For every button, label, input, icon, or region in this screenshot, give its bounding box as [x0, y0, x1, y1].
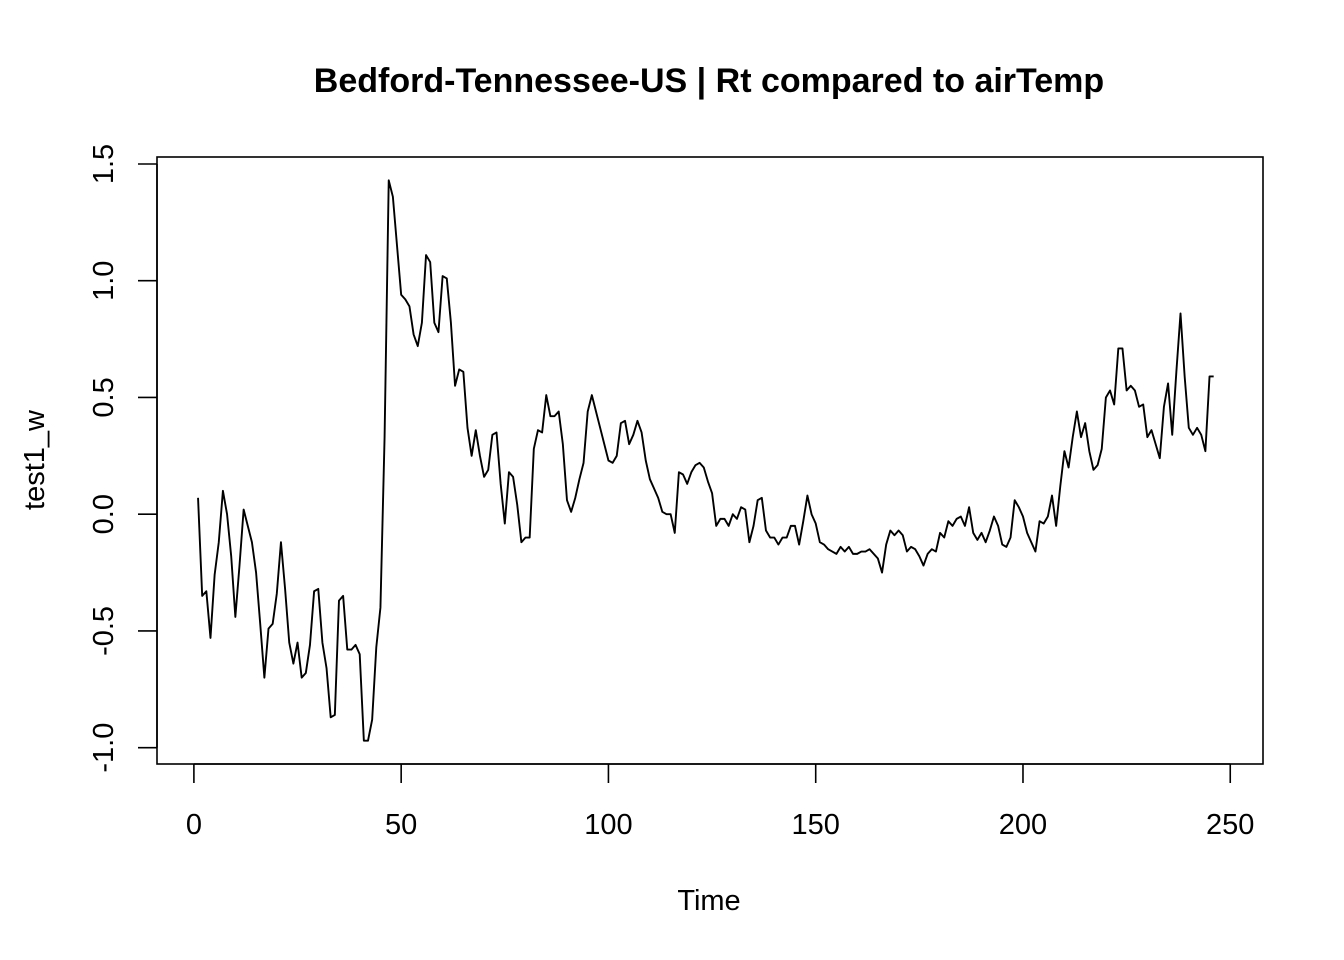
chart-title: Bedford-Tennessee-US | Rt compared to ai…	[314, 62, 1104, 100]
y-tick-label: 1.5	[88, 144, 120, 184]
y-tick-label: -1.0	[88, 723, 120, 773]
x-tick-label: 50	[385, 809, 417, 841]
x-tick-label: 250	[1206, 809, 1254, 841]
y-axis: -1.0 -0.5 0.0 0.5 1.0 1.5	[88, 144, 158, 773]
x-axis: 0 50 100 150 200 250	[186, 763, 1254, 841]
plot-frame	[156, 156, 1264, 765]
x-tick-label: 200	[999, 809, 1047, 841]
series-line	[197, 179, 1214, 742]
x-tick-label: 100	[584, 809, 632, 841]
x-tick-label: 150	[792, 809, 840, 841]
y-tick-label: -0.5	[88, 606, 120, 656]
x-axis-label: Time	[677, 885, 740, 917]
y-tick-label: 0.5	[88, 377, 120, 417]
y-axis-label: test1_w	[19, 409, 51, 510]
x-tick-label: 0	[186, 809, 202, 841]
y-tick-label: 0.0	[88, 494, 120, 534]
y-tick-label: 1.0	[88, 261, 120, 301]
